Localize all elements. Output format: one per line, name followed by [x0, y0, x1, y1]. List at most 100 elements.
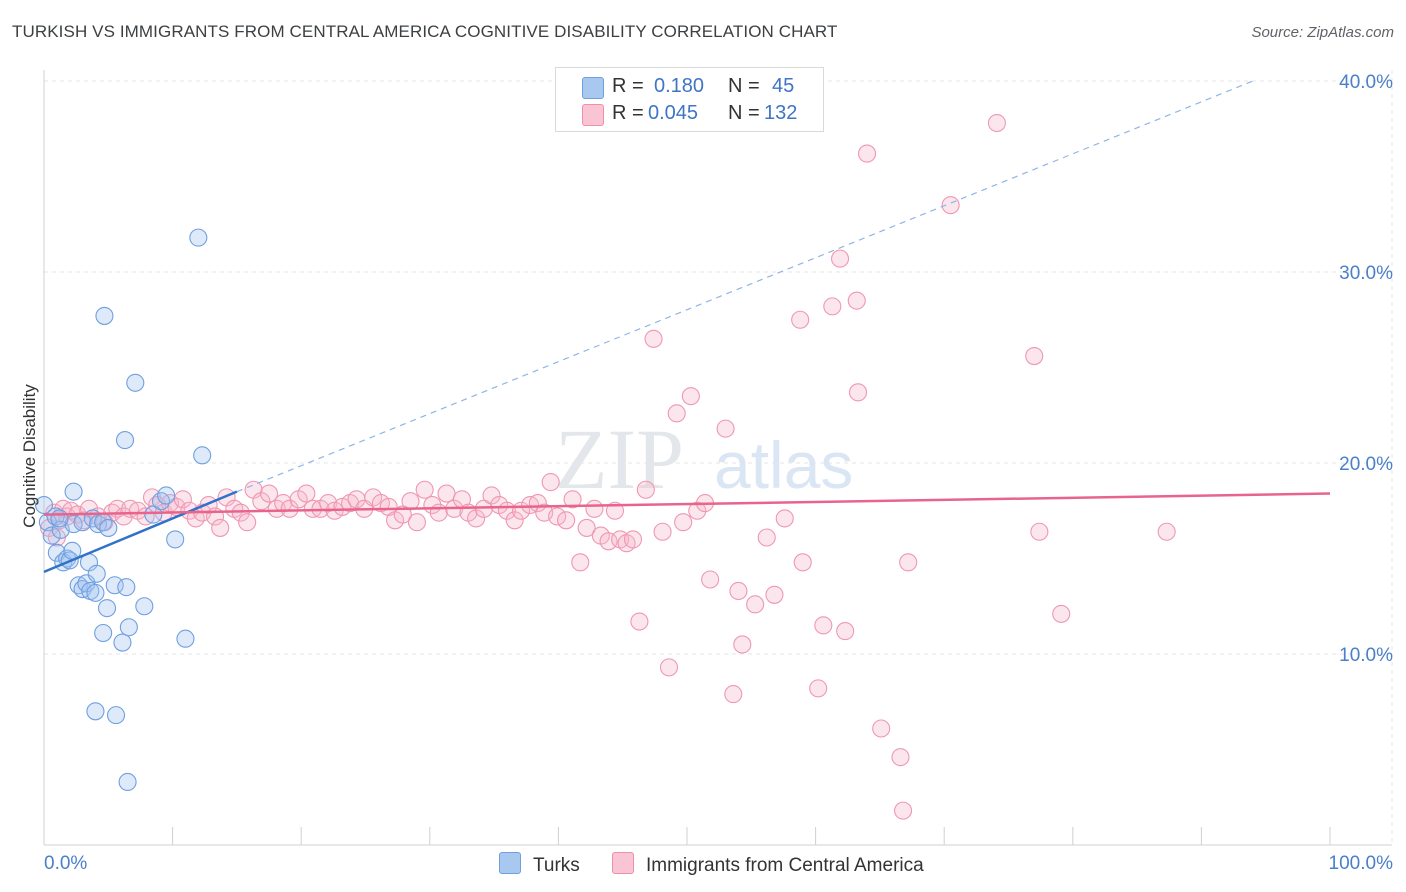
y-tick-label: 10.0%	[1339, 645, 1393, 666]
data-point-central-america	[505, 511, 524, 530]
data-point-turks	[87, 564, 106, 583]
correlation-legend: R = 0.180 N = 45 R = 0.045 N = 132	[555, 67, 824, 132]
data-point-central-america	[407, 513, 426, 532]
data-point-central-america	[987, 113, 1006, 133]
trend-lines	[43, 80, 1331, 574]
legend-n-value: 45	[772, 75, 795, 97]
bottom-legend-label-central-america: Immigrants from Central America	[646, 855, 924, 876]
data-point-central-america	[823, 297, 842, 316]
data-point-central-america	[401, 492, 420, 511]
data-point-turks	[95, 306, 114, 325]
legend-n-label: N =	[728, 75, 760, 97]
x-tick-label: 0.0%	[44, 853, 87, 874]
tick-labels: 10.0% 20.0% 30.0% 40.0% 0.0% 100.0%	[44, 72, 1393, 874]
data-point-central-america	[746, 595, 765, 614]
data-point-central-america	[830, 249, 850, 268]
data-point-central-america	[173, 490, 192, 509]
watermark: ZIP atlas	[555, 411, 853, 507]
data-point-turks	[105, 576, 124, 595]
data-point-turks	[86, 583, 105, 602]
data-point-turks	[117, 578, 136, 597]
data-point-central-america	[437, 484, 456, 503]
data-point-central-america	[733, 635, 752, 654]
data-point-turks	[151, 492, 171, 511]
data-point-central-america	[521, 495, 540, 515]
data-point-central-america	[571, 553, 590, 572]
data-point-turks	[94, 623, 113, 643]
axes	[43, 70, 1392, 846]
bottom-legend-central-america: Immigrants from Central America	[612, 852, 924, 877]
legend-r-label: R =	[612, 75, 644, 97]
data-point-central-america	[211, 518, 230, 537]
data-point-central-america	[872, 719, 891, 738]
data-point-central-america	[599, 532, 618, 551]
data-point-central-america	[577, 518, 596, 537]
data-point-central-america	[724, 685, 743, 704]
data-point-central-america	[814, 616, 833, 635]
legend-r-value: 0.045	[648, 102, 699, 124]
data-point-central-america	[393, 505, 412, 524]
data-point-central-america	[557, 511, 576, 530]
data-point-turks	[50, 509, 69, 528]
trend-line-turks-extended	[236, 80, 1254, 493]
trend-line-central-america	[43, 492, 1331, 516]
data-point-central-america	[297, 484, 316, 503]
data-point-turks	[189, 228, 208, 247]
data-point-turks	[157, 486, 176, 505]
data-point-turks	[86, 702, 105, 721]
data-point-central-america	[636, 480, 655, 499]
data-point-central-america	[1052, 604, 1071, 623]
data-point-turks	[119, 618, 138, 637]
data-point-central-america	[644, 329, 663, 348]
data-point-turks	[115, 431, 135, 450]
data-point-central-america	[899, 553, 918, 572]
legend-n-value: 132	[764, 102, 798, 124]
data-point-turks	[106, 706, 126, 725]
data-point-central-america	[259, 484, 279, 503]
data-point-turks	[126, 373, 145, 392]
bottom-legend-swatch-central-america	[612, 852, 634, 874]
data-point-turks	[135, 597, 154, 616]
data-point-central-america	[585, 499, 604, 518]
data-point-central-america	[1157, 522, 1176, 541]
watermark-zip: ZIP	[555, 411, 684, 507]
y-tick-label: 20.0%	[1339, 454, 1393, 475]
data-point-turks	[97, 599, 117, 618]
data-point-central-america	[429, 503, 448, 522]
x-tick-label: 100.0%	[1329, 853, 1394, 874]
data-point-central-america	[474, 499, 493, 518]
data-point-central-america	[716, 419, 735, 438]
legend-r-value: 0.180	[654, 75, 705, 97]
data-point-central-america	[757, 528, 776, 547]
data-point-central-america	[653, 522, 672, 541]
data-point-central-america	[238, 513, 257, 532]
data-point-central-america	[630, 612, 649, 631]
bottom-legend-swatch-turks	[499, 852, 521, 874]
data-point-central-america	[667, 404, 686, 423]
data-point-turks	[118, 772, 137, 792]
data-point-central-america	[563, 490, 582, 509]
chart-source: Source: ZipAtlas.com	[1251, 24, 1394, 41]
data-point-central-america	[857, 144, 877, 163]
data-point-central-america	[836, 622, 855, 641]
data-point-central-america	[701, 570, 720, 589]
data-point-central-america	[319, 494, 338, 513]
data-point-turks	[193, 446, 212, 465]
data-point-central-america	[280, 499, 299, 518]
data-point-central-america	[659, 658, 679, 677]
y-tick-label: 40.0%	[1339, 72, 1393, 93]
data-point-central-america	[415, 480, 434, 499]
data-point-central-america	[541, 473, 560, 492]
data-point-central-america	[688, 501, 707, 520]
data-point-central-america	[809, 679, 828, 698]
legend-n-label: N =	[728, 102, 760, 124]
data-point-central-america	[893, 801, 913, 820]
data-point-central-america	[623, 530, 643, 549]
bottom-legend-turks: Turks	[499, 852, 580, 877]
data-point-turks	[166, 530, 185, 549]
data-point-central-america	[1025, 346, 1044, 366]
data-point-central-america	[681, 387, 700, 406]
data-point-central-america	[548, 507, 567, 526]
data-point-turks	[99, 518, 118, 537]
